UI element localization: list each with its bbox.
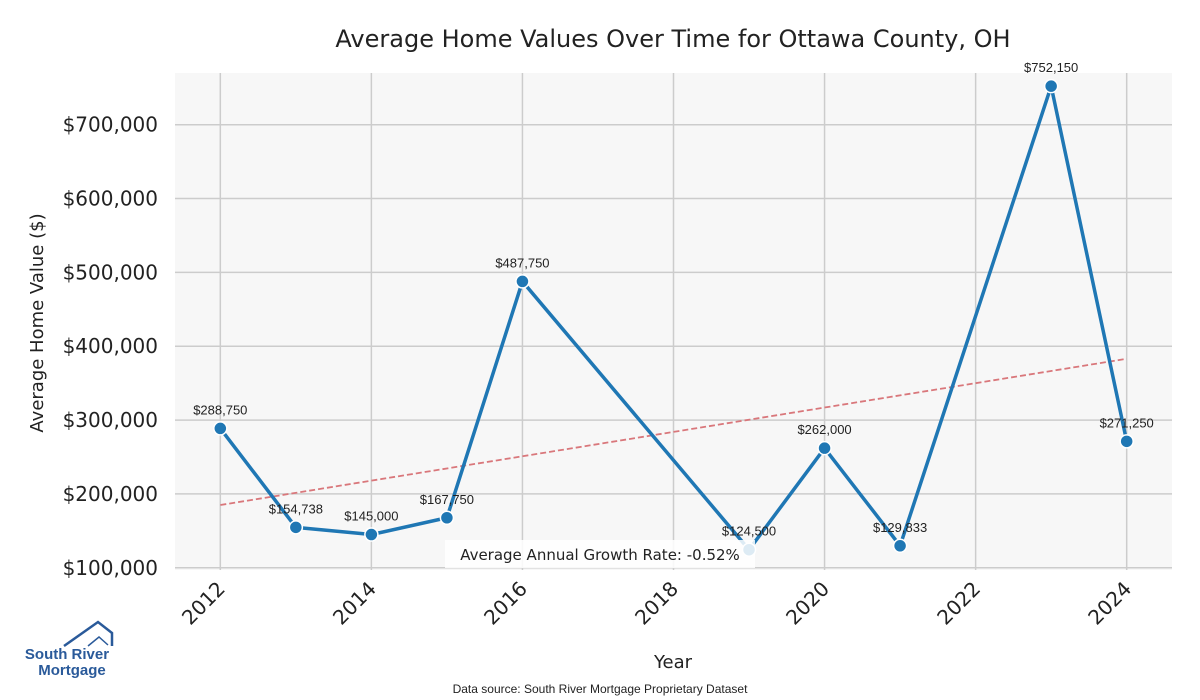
data-point: [892, 538, 908, 554]
data-label: $129,833: [873, 520, 927, 535]
data-label: $167,750: [420, 492, 474, 507]
data-label: $271,250: [1100, 415, 1154, 430]
data-label: $124,500: [722, 524, 776, 539]
logo: South River Mortgage: [25, 620, 114, 679]
y-tick-label: $100,000: [63, 556, 158, 580]
data-label: $154,738: [269, 501, 323, 516]
chart-title: Average Home Values Over Time for Ottawa…: [335, 25, 1010, 53]
x-axis-label: Year: [653, 652, 693, 673]
logo-line-1: South River: [25, 646, 109, 663]
data-label: $752,150: [1024, 60, 1078, 75]
trend-layer: [220, 357, 1127, 506]
data-point: [1119, 434, 1134, 449]
data-point: [817, 440, 832, 456]
annotation-box: Average Annual Growth Rate: -0.52%: [445, 540, 755, 568]
data-label: $145,000: [344, 509, 398, 524]
series-line: [218, 84, 1129, 552]
y-axis-ticks: $100,000 $200,000 $300,000 $400,000 $500,000…: [63, 113, 158, 580]
y-axis-label: Average Home Value ($): [27, 213, 48, 432]
data-point: [288, 520, 304, 535]
y-tick-label: $400,000: [63, 334, 158, 358]
y-tick-label: $200,000: [63, 482, 158, 506]
data-point: [213, 421, 228, 436]
data-labels: $288,750 $154,738 $145,000 $167,750 $487,750…: [193, 60, 1154, 539]
data-label: $487,750: [495, 255, 549, 270]
data-point: [364, 527, 379, 542]
data-label: $262,000: [797, 422, 851, 437]
logo-line-2: Mortgage: [38, 662, 106, 679]
trend-line: [220, 357, 1127, 506]
data-point: [439, 510, 455, 526]
y-tick-label: $600,000: [63, 187, 158, 211]
y-tick-label: $700,000: [63, 113, 158, 137]
data-point: [1043, 78, 1059, 94]
data-label: $288,750: [193, 402, 247, 417]
y-tick-label: $500,000: [63, 260, 158, 284]
y-tick-label: $300,000: [63, 408, 158, 432]
growth-rate-annotation: Average Annual Growth Rate: -0.52%: [460, 546, 740, 564]
data-point: [515, 274, 530, 289]
data-source: Data source: South River Mortgage Propri…: [453, 682, 748, 696]
house-icon: [63, 620, 114, 648]
